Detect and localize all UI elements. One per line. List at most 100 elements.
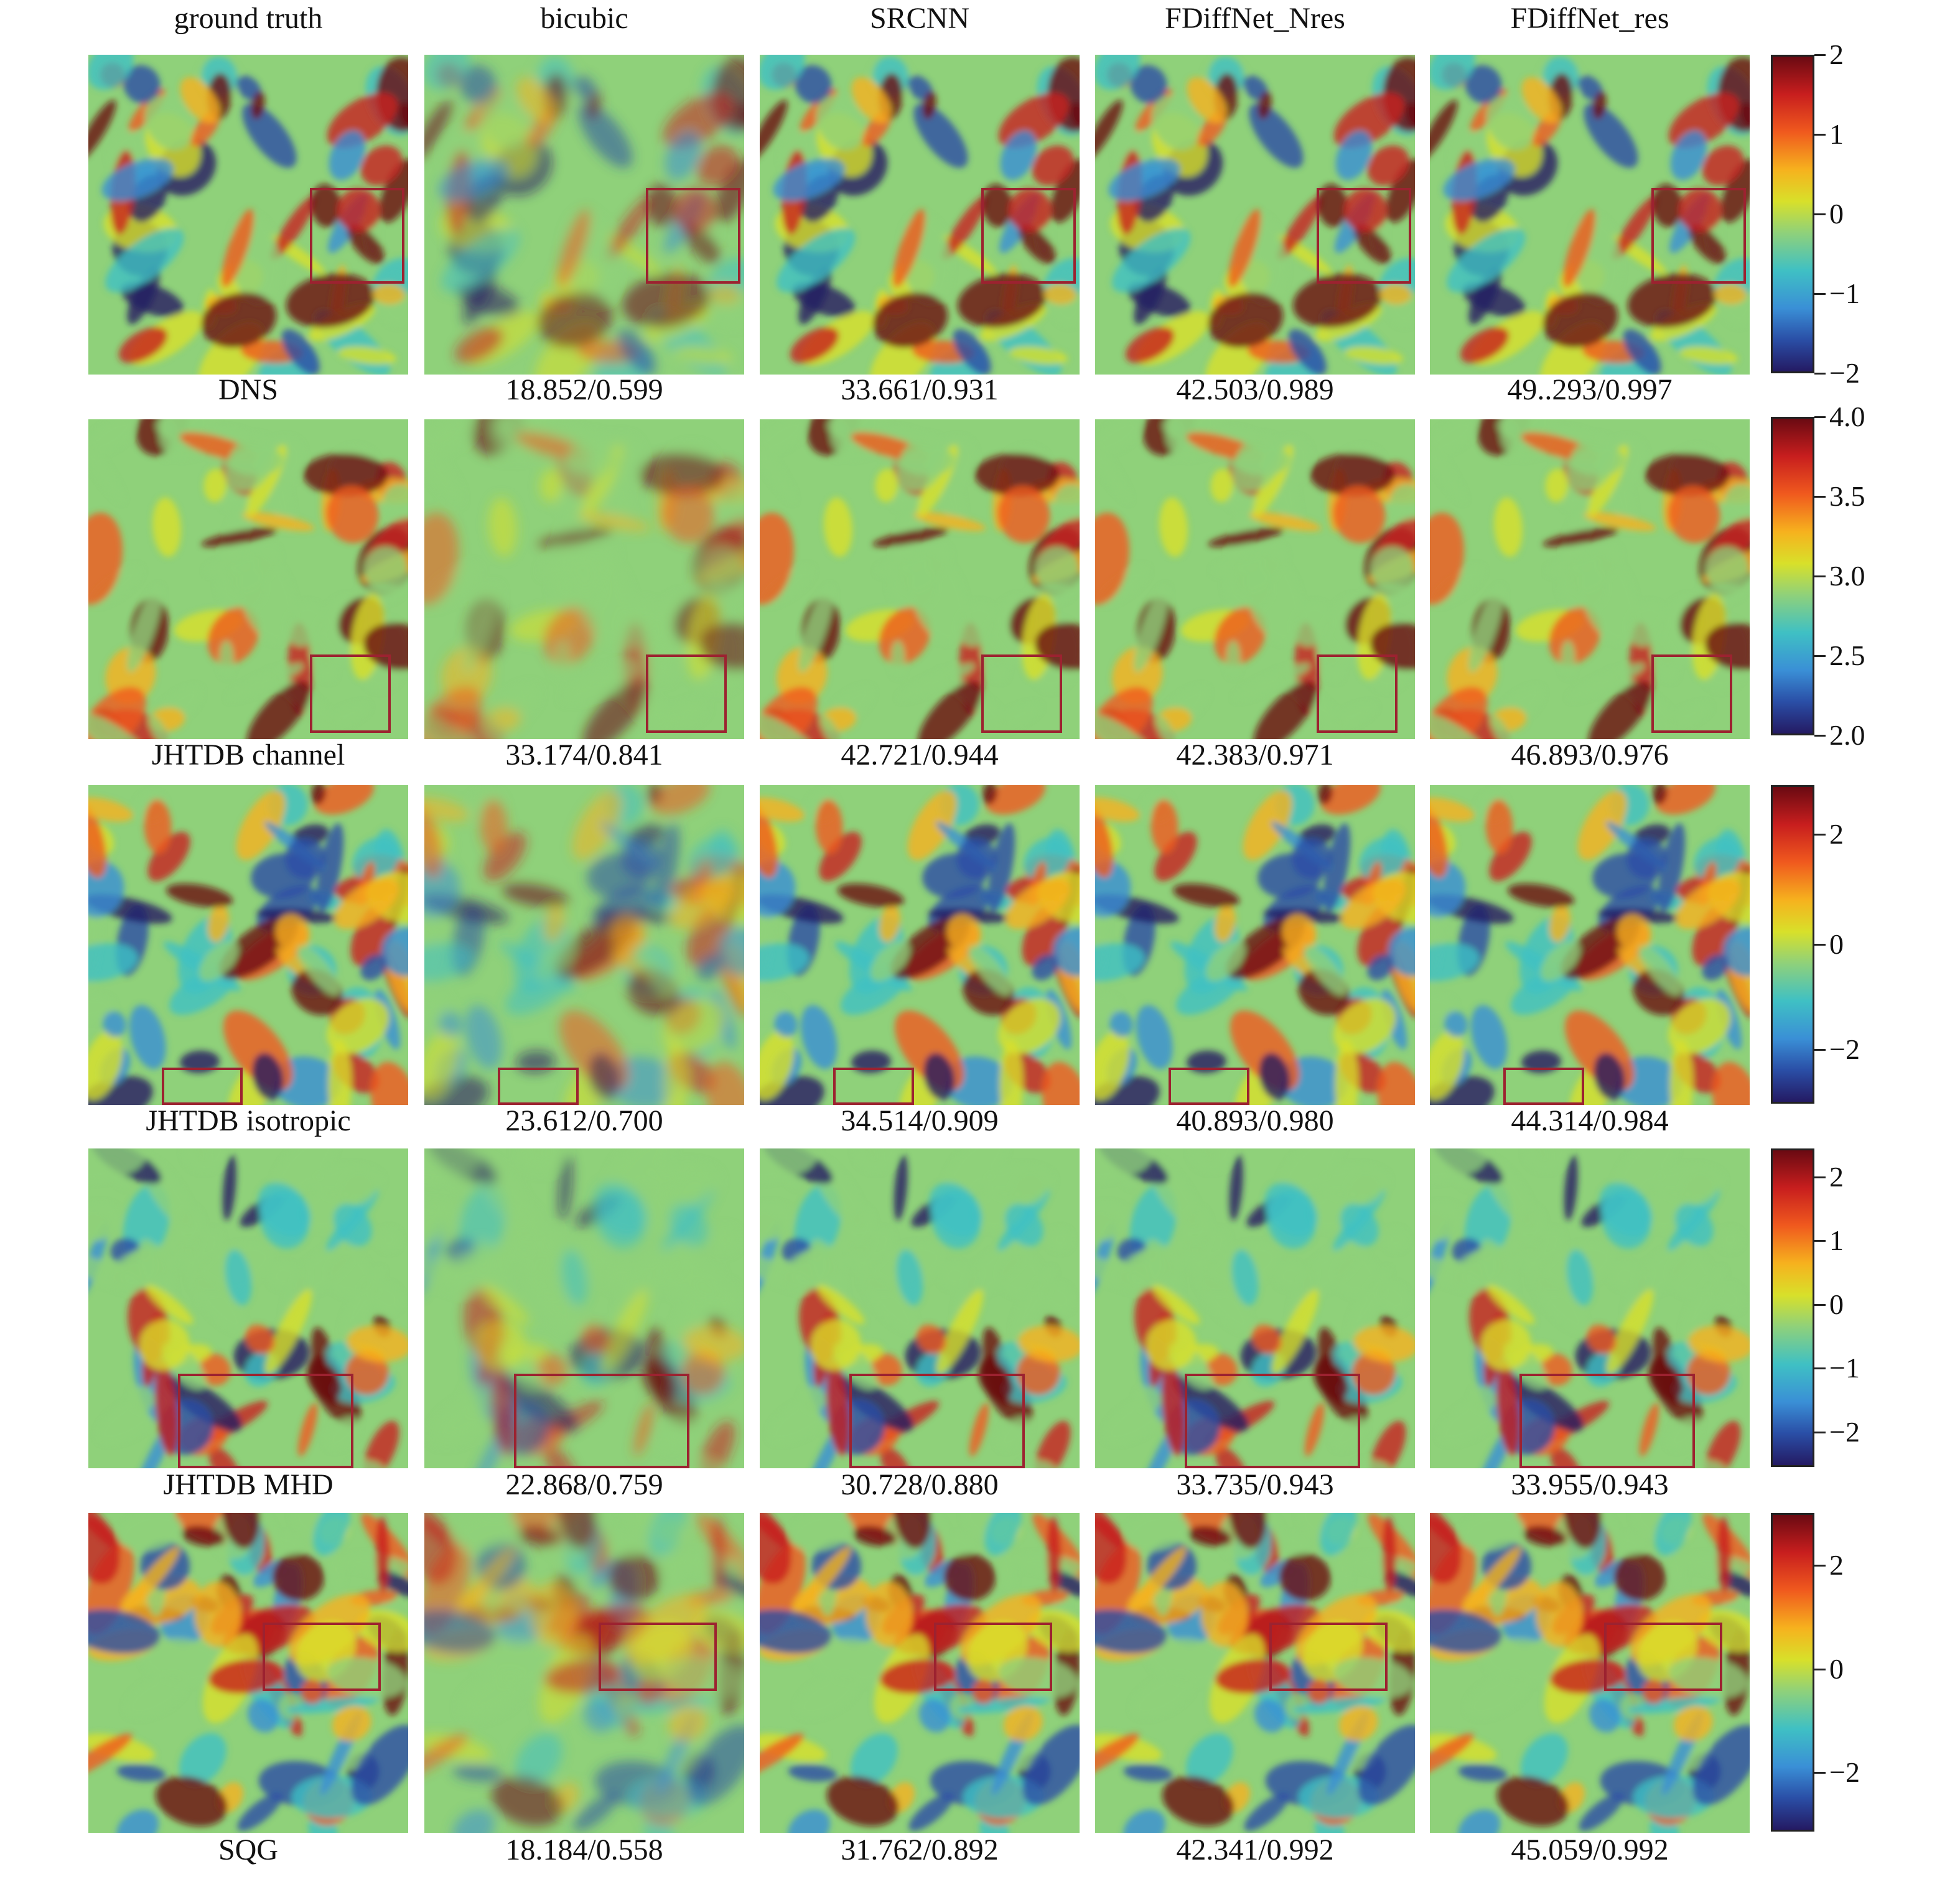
field-panel — [1095, 1148, 1415, 1468]
psnr-ssim-score: 33.735/0.943 — [1176, 1468, 1334, 1501]
colorbar-tick — [1814, 213, 1826, 215]
field-panel — [1095, 419, 1415, 739]
zoom-box — [1503, 1068, 1584, 1105]
colorbar-tick — [1814, 134, 1826, 136]
psnr-ssim-score: 45.059/0.992 — [1511, 1833, 1669, 1866]
colorbar-tick-label: −2 — [1829, 357, 1860, 389]
colorbar-tick-label: 1 — [1829, 118, 1844, 150]
psnr-ssim-score: 42.721/0.944 — [841, 738, 999, 771]
psnr-ssim-score: 40.893/0.980 — [1176, 1104, 1334, 1137]
zoom-box — [934, 1623, 1052, 1691]
field-panel — [1095, 55, 1415, 375]
field-panel — [88, 55, 408, 375]
colorbar-tick — [1814, 293, 1826, 295]
colorbar-tick — [1814, 1772, 1826, 1774]
zoom-box — [1651, 188, 1746, 284]
dataset-label: JHTDB channel — [151, 738, 345, 771]
column-title: bicubic — [540, 2, 628, 35]
colorbar — [1771, 785, 1814, 1104]
colorbar-tick-label: 4.0 — [1829, 401, 1865, 432]
colorbar-tick — [1814, 54, 1826, 56]
field-panel — [760, 785, 1080, 1105]
zoom-box — [1317, 654, 1398, 733]
field-panel — [88, 785, 408, 1105]
colorbar-tick — [1814, 496, 1826, 498]
dataset-label: JHTDB MHD — [163, 1468, 334, 1501]
psnr-ssim-score: 31.762/0.892 — [841, 1833, 999, 1866]
colorbar-tick — [1814, 944, 1826, 946]
field-panel — [1430, 785, 1750, 1105]
column-title: FDiffNet_res — [1510, 2, 1669, 35]
psnr-ssim-score: 18.852/0.599 — [505, 373, 663, 406]
field-panel — [88, 1513, 408, 1833]
dataset-label: DNS — [218, 373, 279, 406]
colorbar-tick — [1814, 1048, 1826, 1051]
psnr-ssim-score: 33.174/0.841 — [505, 738, 663, 771]
field-panel — [88, 419, 408, 739]
column-title: FDiffNet_Nres — [1165, 2, 1345, 35]
colorbar-tick-label: −2 — [1829, 1756, 1860, 1789]
field-panel — [424, 1148, 744, 1468]
colorbar-tick-label: −1 — [1829, 1352, 1860, 1384]
psnr-ssim-score: 33.661/0.931 — [841, 373, 999, 406]
column-title: ground truth — [174, 2, 323, 35]
field-panel — [1095, 785, 1415, 1105]
psnr-ssim-score: 33.955/0.943 — [1511, 1468, 1669, 1501]
colorbar-tick — [1814, 655, 1826, 657]
colorbar — [1771, 417, 1814, 735]
colorbar-tick-label: 2 — [1829, 818, 1844, 850]
field-panel — [1095, 1513, 1415, 1833]
field-panel — [1430, 1148, 1750, 1468]
colorbar-tick-label: 2 — [1829, 39, 1844, 70]
colorbar — [1771, 1148, 1814, 1467]
zoom-box — [1604, 1623, 1722, 1691]
zoom-box — [1519, 1374, 1695, 1468]
field-panel — [424, 1513, 744, 1833]
colorbar-tick-label: −2 — [1829, 1033, 1860, 1065]
zoom-box — [514, 1374, 689, 1468]
zoom-box — [849, 1374, 1025, 1468]
colorbar-tick-label: −1 — [1829, 277, 1860, 309]
field-panel — [424, 785, 744, 1105]
zoom-box — [981, 654, 1062, 733]
zoom-box — [1651, 654, 1732, 733]
zoom-box — [310, 188, 404, 284]
field-panel — [760, 55, 1080, 375]
psnr-ssim-score: 46.893/0.976 — [1511, 738, 1669, 771]
field-panel — [424, 419, 744, 739]
zoom-box — [1317, 188, 1411, 284]
field-panel — [1430, 1513, 1750, 1833]
psnr-ssim-score: 22.868/0.759 — [505, 1468, 663, 1501]
psnr-ssim-score: 42.383/0.971 — [1176, 738, 1334, 771]
colorbar-tick — [1814, 1367, 1826, 1370]
psnr-ssim-score: 34.514/0.909 — [841, 1104, 999, 1137]
field-panel — [424, 55, 744, 375]
zoom-box — [1169, 1068, 1249, 1105]
colorbar-tick-label: 2 — [1829, 1549, 1844, 1581]
colorbar-tick — [1814, 575, 1826, 577]
colorbar-tick — [1814, 373, 1826, 375]
zoom-box — [646, 188, 740, 284]
psnr-ssim-score: 42.341/0.992 — [1176, 1833, 1334, 1866]
zoom-box — [310, 654, 391, 733]
field-panel — [1430, 55, 1750, 375]
colorbar-tick — [1814, 1431, 1826, 1433]
zoom-box — [646, 654, 727, 733]
field-panel — [760, 419, 1080, 739]
field-panel — [88, 1148, 408, 1468]
colorbar-tick — [1814, 1303, 1826, 1306]
zoom-box — [162, 1068, 243, 1105]
zoom-box — [599, 1623, 717, 1691]
colorbar-tick-label: 2.5 — [1829, 640, 1865, 671]
field-panel — [760, 1513, 1080, 1833]
colorbar-tick — [1814, 1176, 1826, 1179]
psnr-ssim-score: 18.184/0.558 — [505, 1833, 663, 1866]
psnr-ssim-score: 44.314/0.984 — [1511, 1104, 1669, 1137]
colorbar-tick-label: 3.0 — [1829, 560, 1865, 592]
psnr-ssim-score: 42.503/0.989 — [1176, 373, 1334, 406]
colorbar — [1771, 55, 1814, 373]
colorbar-tick-label: 0 — [1829, 1652, 1844, 1685]
colorbar-tick — [1814, 1240, 1826, 1242]
psnr-ssim-score: 23.612/0.700 — [505, 1104, 663, 1137]
